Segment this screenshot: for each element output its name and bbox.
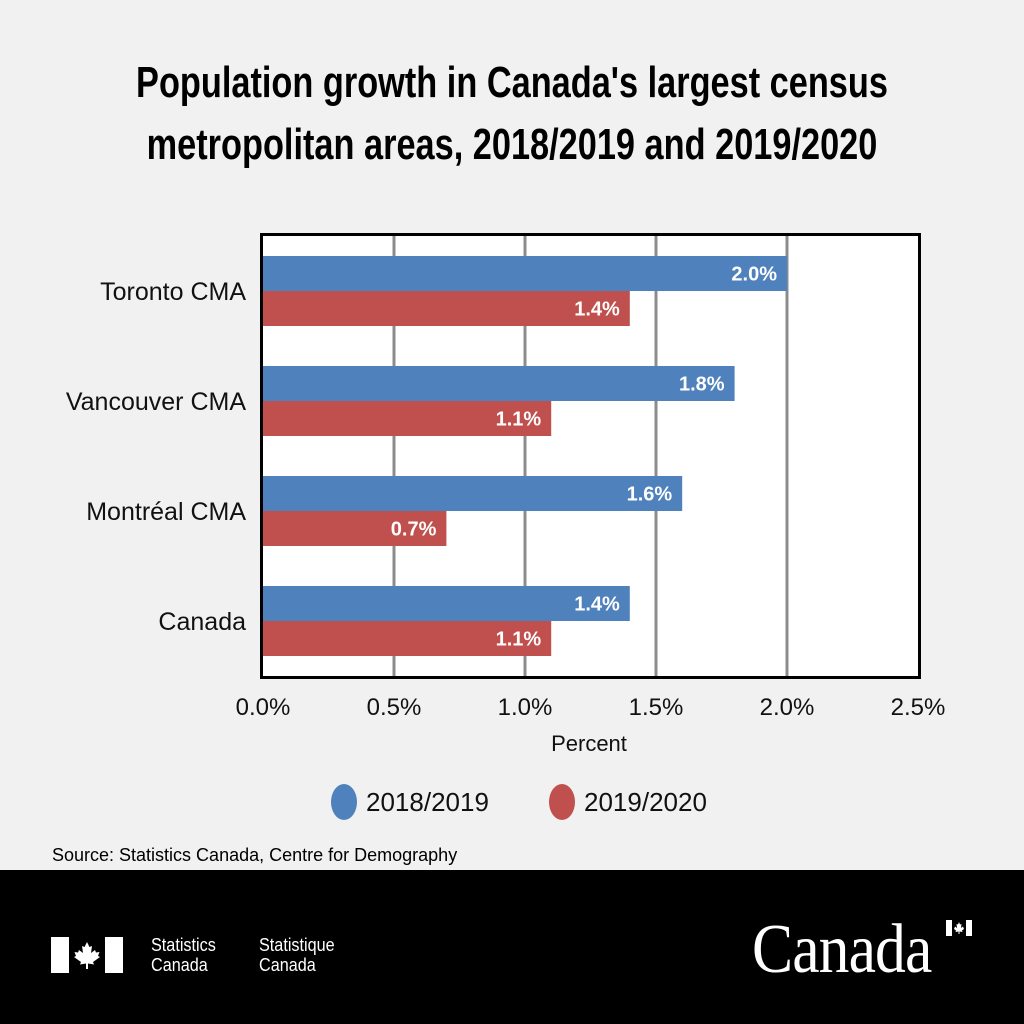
wordmark-flag-icon	[946, 920, 972, 936]
data-label: 1.8%	[679, 374, 725, 396]
x-axis-label: Percent	[551, 731, 627, 756]
bar-2018-2019	[263, 476, 683, 511]
x-tick-label: 2.5%	[891, 694, 946, 721]
legend-label: 2018/2019	[366, 787, 489, 817]
bar-2019-2020	[263, 621, 552, 656]
canada-wordmark: Canada	[752, 911, 932, 988]
bar-2019-2020	[263, 291, 630, 326]
data-label: 1.6%	[627, 484, 673, 506]
category-label: Toronto CMA	[100, 278, 246, 306]
chart-title-line-1: Population growth in Canada's largest ce…	[136, 58, 888, 107]
agency-name-fr: Statistique Canada	[259, 935, 335, 975]
agency-fr-line-1: Statistique	[259, 935, 335, 955]
bar-2018-2019	[263, 586, 630, 621]
agency-fr-line-2: Canada	[259, 955, 316, 975]
data-label: 1.1%	[496, 409, 542, 431]
source-note: Source: Statistics Canada, Centre for De…	[52, 845, 458, 865]
data-label: 1.1%	[496, 629, 542, 651]
category-label: Vancouver CMA	[66, 388, 246, 416]
chart-title: Population growth in Canada's largest ce…	[113, 52, 912, 176]
agency-name-en: Statistics Canada	[151, 935, 216, 975]
footer-bar	[0, 870, 1024, 1024]
chart-title-line-2: metropolitan areas, 2018/2019 and 2019/2…	[146, 120, 878, 169]
plot-frame	[260, 233, 921, 679]
data-label: 0.7%	[391, 519, 437, 541]
x-tick-label: 1.5%	[629, 694, 684, 721]
x-tick-label: 0.5%	[367, 694, 422, 721]
bar-2018-2019	[263, 256, 787, 291]
category-label: Canada	[158, 608, 246, 636]
data-label: 2.0%	[731, 264, 777, 286]
bar-2018-2019	[263, 366, 735, 401]
x-tick-label: 0.0%	[236, 694, 291, 721]
legend-swatch	[549, 784, 575, 820]
x-tick-label: 1.0%	[498, 694, 553, 721]
category-label: Montréal CMA	[86, 498, 246, 526]
legend-label: 2019/2020	[584, 787, 707, 817]
data-label: 1.4%	[574, 299, 620, 321]
x-tick-label: 2.0%	[760, 694, 815, 721]
data-label: 1.4%	[574, 594, 620, 616]
canada-flag-icon	[51, 937, 123, 973]
legend-swatch	[331, 784, 357, 820]
agency-en-line-2: Canada	[151, 955, 208, 975]
bar-2019-2020	[263, 401, 552, 436]
agency-en-line-1: Statistics	[151, 935, 216, 955]
bar-2019-2020	[263, 511, 447, 546]
